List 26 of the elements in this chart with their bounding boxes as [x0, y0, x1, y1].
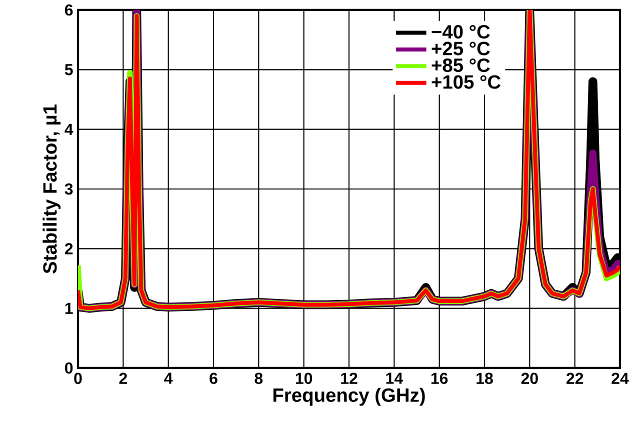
- y-tick-label: 0: [65, 362, 73, 374]
- x-tick-label: 14: [386, 372, 403, 384]
- y-tick-label: 3: [64, 183, 73, 195]
- y-tick-label: 6: [64, 4, 73, 16]
- x-tick-label: 12: [341, 372, 358, 384]
- legend-label: +85 °C: [432, 58, 490, 72]
- legend-label: +25 °C: [432, 42, 490, 56]
- x-tick-label: 16: [431, 372, 448, 384]
- x-tick-label: 8: [254, 372, 263, 384]
- y-tick-label: 1: [65, 302, 73, 314]
- y-tick-label: 4: [64, 124, 74, 135]
- legend-label: +105 °C: [432, 75, 501, 89]
- x-tick-label: 2: [119, 372, 127, 384]
- legend-label: −40 °C: [432, 25, 490, 39]
- x-tick-label: 24: [612, 372, 629, 384]
- y-axis-title: Stability Factor, µ1: [42, 104, 61, 274]
- x-tick-label: 6: [210, 372, 218, 384]
- y-tick-label: 2: [64, 243, 73, 254]
- x-tick-label: 4: [164, 372, 173, 384]
- x-tick-label: 20: [521, 372, 538, 384]
- y-tick-label: 5: [64, 64, 73, 76]
- x-tick-label: 10: [296, 372, 312, 384]
- x-axis-title: Frequency (GHz): [273, 388, 425, 406]
- x-tick-label: 18: [476, 372, 493, 384]
- x-tick-label: 0: [74, 372, 82, 384]
- x-tick-label: 22: [566, 372, 584, 384]
